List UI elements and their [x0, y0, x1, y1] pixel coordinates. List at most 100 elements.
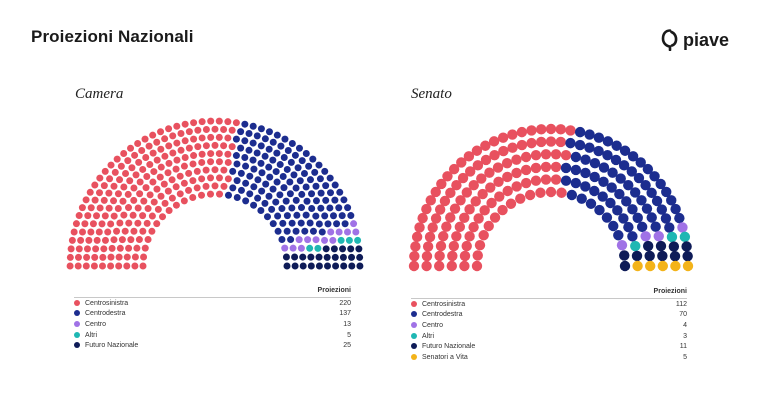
seat-futuro-nazionale [323, 253, 331, 261]
seat-centrosinistra [494, 191, 505, 202]
seat-centrodestra [598, 162, 610, 173]
seat-centrosinistra [220, 166, 228, 174]
seat-centrosinistra [153, 138, 161, 146]
seat-centrosinistra [424, 231, 436, 243]
seat-centrodestra [318, 228, 326, 236]
seat-centrosinistra [121, 227, 129, 235]
seat-centrodestra [283, 227, 291, 235]
seat-centrosinistra [207, 158, 215, 166]
seat-centrodestra [316, 175, 324, 183]
seat-centrodestra [594, 204, 605, 216]
seat-centrodestra [283, 212, 291, 220]
seat-centro [329, 236, 337, 244]
legend-swatch [411, 300, 417, 307]
seat-centrosinistra [177, 130, 185, 137]
seat-centrosinistra [98, 220, 106, 228]
seat-centrosinistra [489, 212, 501, 223]
seat-centrosinistra [181, 120, 189, 128]
seat-centrosinistra [181, 154, 189, 162]
seat-centrodestra [280, 184, 288, 192]
seat-centrosinistra [202, 166, 210, 174]
seat-futuro-nazionale [322, 245, 330, 253]
seat-centrosinistra [135, 158, 143, 166]
seat-centrodestra [585, 198, 597, 209]
seat-futuro-nazionale [315, 262, 323, 270]
seat-futuro-nazionale [339, 253, 347, 261]
seat-centrodestra [278, 205, 286, 213]
seat-centrosinistra [520, 177, 532, 189]
seat-centrosinistra [540, 161, 552, 173]
seat-centrosinistra [507, 142, 518, 153]
seat-centrodestra [347, 212, 355, 220]
seat-centrodestra [242, 179, 250, 187]
seat-centrodestra [651, 195, 663, 207]
seat-centrodestra [619, 145, 631, 156]
seat-centrosinistra [154, 205, 162, 213]
seat-centrosinistra [498, 145, 509, 157]
seat-centrodestra [589, 185, 600, 197]
seat-centrodestra [331, 196, 339, 204]
seat-centrodestra [336, 188, 344, 196]
seat-centrodestra [308, 190, 316, 198]
seat-centrosinistra [149, 149, 157, 157]
seat-centrodestra [233, 194, 241, 202]
seat-centrosinistra [142, 154, 150, 162]
legend-swatch [74, 331, 80, 338]
seat-centrodestra [280, 154, 288, 162]
seat-futuro-nazionale [315, 253, 323, 261]
seat-centrosinistra [472, 160, 484, 171]
legend-label: Centrodestra [422, 311, 463, 319]
seat-centrodestra [303, 197, 311, 205]
seat-centrosinistra [116, 176, 124, 184]
seat-centrodestra [268, 205, 276, 213]
seat-centrodestra [265, 128, 273, 136]
seat-centrosinistra [83, 245, 91, 253]
seat-centrodestra [272, 168, 280, 176]
legend-row: Futuro Nazionale 25 [74, 340, 351, 351]
seat-centrodestra [250, 183, 258, 191]
seat-futuro-nazionale [655, 240, 667, 252]
seat-centrosinistra [75, 212, 83, 220]
seat-centrodestra [273, 178, 281, 186]
seat-centrodestra [660, 213, 672, 224]
seat-centro [312, 236, 320, 244]
seat-centrosinistra [79, 228, 86, 236]
seat-centrosinistra [409, 251, 420, 262]
seat-centrodestra [302, 183, 310, 191]
legend-row: Centrosinistra 112 [411, 299, 687, 310]
seat-centrodestra [344, 204, 352, 212]
seat-centrosinistra [164, 187, 172, 195]
seat-centrosinistra [422, 241, 434, 252]
seat-futuro-nazionale [668, 241, 680, 252]
legend-label-cell: Centrodestra [74, 309, 256, 320]
seat-centrosinistra [430, 186, 441, 198]
seat-centrosinistra [224, 175, 232, 183]
seat-centrosinistra [472, 250, 483, 261]
seat-centrosinistra [555, 136, 566, 148]
seat-futuro-nazionale [669, 251, 681, 262]
seat-centrodestra [302, 149, 310, 157]
seat-centrosinistra [411, 231, 423, 243]
legend-row: Centrodestra 70 [411, 310, 687, 321]
seat-futuro-nazionale [299, 262, 307, 270]
seat-centrosinistra [478, 230, 489, 241]
seat-centrosinistra [215, 158, 223, 166]
seat-centrosinistra [530, 150, 542, 161]
seat-centrosinistra [91, 181, 99, 189]
seat-centro [352, 228, 360, 236]
seat-centrodestra [265, 145, 273, 153]
legend-value-header: Proiezioni [592, 287, 687, 299]
seat-centrosinistra [173, 139, 181, 147]
legend-row: Altri 3 [411, 331, 687, 342]
seat-centrodestra [621, 196, 632, 207]
seat-centrodestra [584, 142, 595, 153]
seat-centrodestra [305, 162, 313, 170]
seat-futuro-nazionale [307, 262, 315, 270]
seat-centrodestra [246, 190, 254, 198]
seat-centrosinistra [165, 125, 173, 133]
seat-centrodestra [269, 185, 277, 193]
seat-centrodestra [666, 195, 677, 206]
seat-centrodestra [649, 171, 660, 182]
seat-centrodestra [261, 135, 269, 143]
seat-centrosinistra [207, 117, 215, 125]
